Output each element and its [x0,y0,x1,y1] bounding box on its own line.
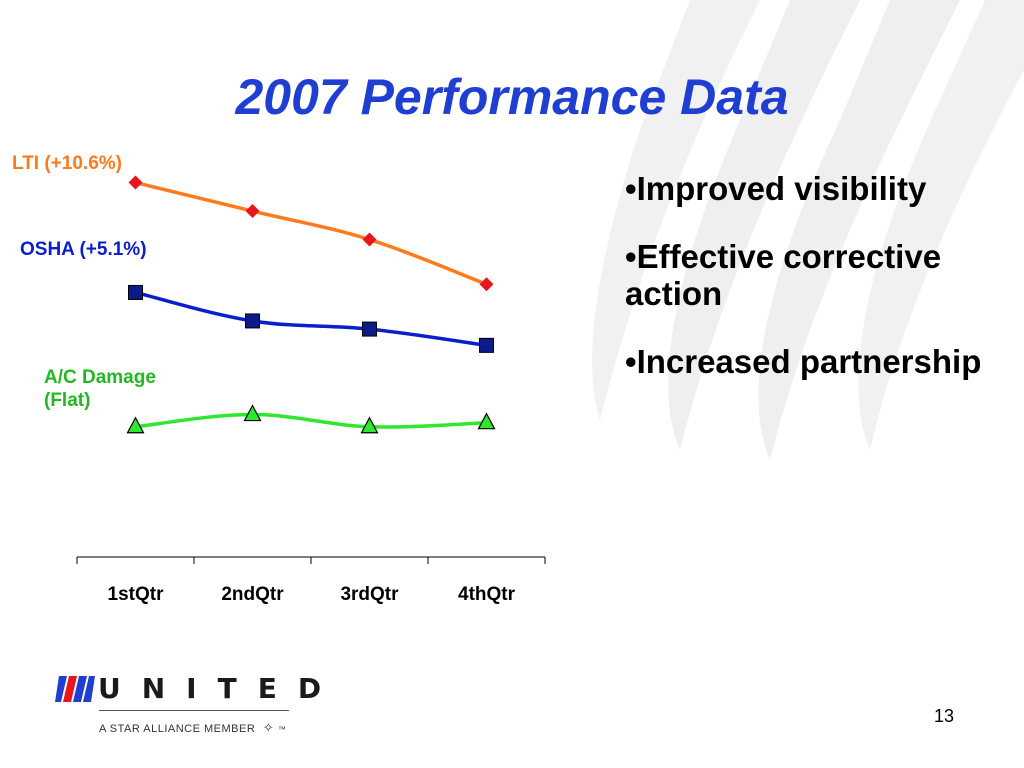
series-line-ac-damage [135,412,487,429]
data-point-lti [245,204,260,219]
bullet-dot: • [625,170,637,207]
data-point-ac-damage [360,416,379,434]
bullet-text: Improved visibility [636,170,927,207]
bullet-text: Effective corrective action [625,238,942,312]
united-logo: UNITED A STAR ALLIANCE MEMBER ✧ ™ [55,670,321,740]
bullet-list: •Improved visibility •Effective correcti… [625,170,1005,411]
tagline-text: A STAR ALLIANCE MEMBER [99,723,256,735]
data-point-lti [479,277,494,292]
logo-divider [99,710,289,711]
trademark-symbol: ™ [277,725,287,734]
bullet-item: •Improved visibility [625,170,1005,207]
data-point-ac-damage [477,412,496,430]
data-point-ac-damage [243,404,262,422]
page-number: 13 [934,706,955,726]
data-point-lti [128,175,143,190]
data-point-ac-damage [126,416,145,434]
slide-title: 2007 Performance Data [235,69,789,125]
data-point-lti [362,232,377,247]
series-line-lti [135,180,488,286]
star-alliance-star-icon: ✧ [262,720,275,735]
series-line-osha [135,290,487,348]
data-point-osha [128,284,143,300]
x-tick-label: 4thQtr [458,584,516,605]
x-tick-label: 1stQtr [108,584,165,605]
data-point-osha [362,321,377,337]
bullet-item: •Increased partnership [625,343,1005,380]
x-tick-label: 2ndQtr [221,584,284,605]
bullet-dot: • [625,238,637,275]
bullet-dot: • [625,343,637,380]
united-tulip-icon [55,676,95,702]
series-label-lti: LTI (+10.6%) [12,153,122,174]
data-point-osha [479,337,494,353]
series-label-ac-damage: A/C Damage (Flat) [44,367,156,411]
series-label-osha: OSHA (+5.1%) [20,239,147,260]
star-alliance-tagline: A STAR ALLIANCE MEMBER ✧ ™ [99,720,286,736]
data-point-osha [245,313,260,329]
bullet-text: Increased partnership [636,343,982,380]
bullet-item: •Effective corrective action [625,238,1005,312]
united-wordmark: UNITED [98,672,343,705]
x-tick-label: 3rdQtr [340,584,399,605]
